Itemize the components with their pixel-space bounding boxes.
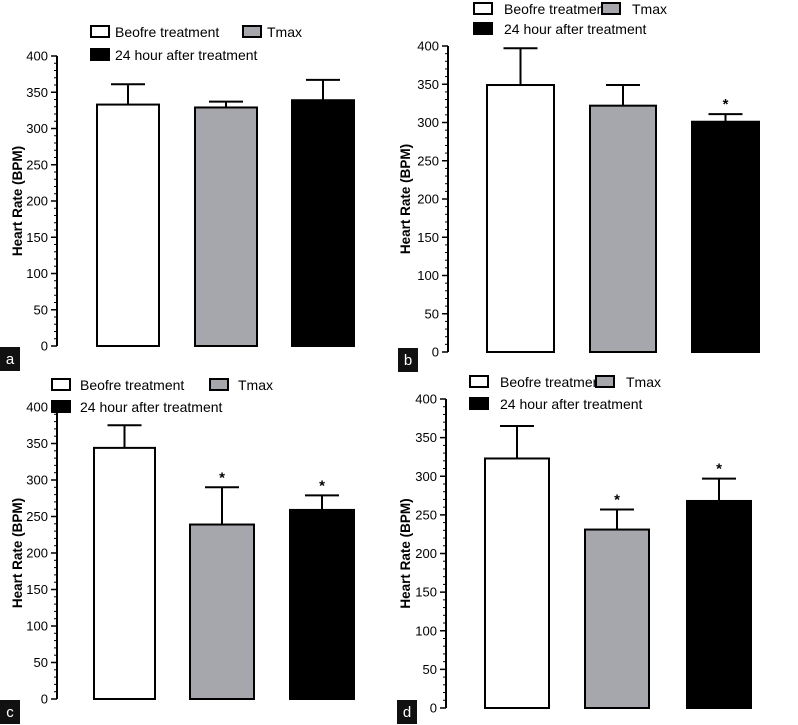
chart-c-legend-label: Tmax xyxy=(238,377,273,393)
chart-c-legend-label: Beofre treatment xyxy=(80,377,184,393)
chart-c-bar xyxy=(93,446,156,700)
chart-a-legend-swatch xyxy=(90,48,110,61)
chart-d-legend-label: 24 hour after treatment xyxy=(500,396,643,412)
chart-b-bar xyxy=(486,84,555,353)
chart-c-y-axis-label: Heart Rate (BPM) xyxy=(10,498,25,608)
chart-a-y-tick-label: 200 xyxy=(26,194,48,209)
chart-c-legend-swatch xyxy=(51,378,71,391)
chart-d-y-tick-label: 400 xyxy=(415,392,437,407)
chart-c-y-tick-label: 350 xyxy=(26,436,48,451)
chart-a-bar xyxy=(291,99,355,347)
chart-a-y-tick-label: 250 xyxy=(26,157,48,172)
chart-a-bar xyxy=(96,103,160,347)
chart-c-y-tick-label: 200 xyxy=(26,546,48,561)
chart-d-bar xyxy=(584,528,650,709)
chart-d-legend-swatch xyxy=(469,397,489,410)
chart-b-y-tick-label: 0 xyxy=(432,345,439,360)
chart-c-panel-letter-badge xyxy=(0,700,20,724)
chart-b-bar xyxy=(691,120,760,353)
chart-a-legend-swatch xyxy=(90,25,110,38)
chart-c-y-tick-label: 50 xyxy=(34,655,48,670)
chart-a-legend-swatch xyxy=(242,25,262,38)
chart-d-legend-label: Beofre treatment xyxy=(500,374,604,390)
chart-c-significance-mark: * xyxy=(219,469,225,486)
chart-d-significance-mark: * xyxy=(716,461,722,478)
chart-a-y-tick-label: 0 xyxy=(41,339,48,354)
chart-d-legend-swatch xyxy=(595,375,615,388)
chart-d-significance-mark: * xyxy=(614,491,620,508)
chart-b-significance-mark: * xyxy=(723,96,729,113)
chart-b-y-tick-label: 200 xyxy=(417,192,439,207)
chart-b-y-tick-label: 300 xyxy=(417,115,439,130)
chart-b-y-tick-label: 100 xyxy=(417,268,439,283)
chart-b-legend-label: 24 hour after treatment xyxy=(504,21,647,37)
chart-a-y-tick-label: 350 xyxy=(26,85,48,100)
chart-d-bar xyxy=(686,499,752,709)
chart-a-y-tick-label: 400 xyxy=(26,49,48,64)
chart-d-panel: 0 50 100 150 200 250 300 350 400 Heart Rate (BPM)… xyxy=(397,374,752,724)
chart-d-panel-letter: d xyxy=(403,704,411,721)
chart-a-legend-label: 24 hour after treatment xyxy=(115,47,258,63)
chart-a-y-tick-label: 150 xyxy=(26,230,48,245)
chart-b-legend-swatch xyxy=(473,22,493,35)
chart-d-y-tick-label: 150 xyxy=(415,585,437,600)
chart-b-y-tick-label: 250 xyxy=(417,153,439,168)
chart-d-panel-letter-badge xyxy=(397,700,417,724)
chart-d-y-tick-label: 100 xyxy=(415,623,437,638)
chart-b-panel: 0 50 100 150 200 250 300 350 400 Heart Rate (BPM)… xyxy=(398,1,760,372)
chart-c-y-tick-label: 100 xyxy=(26,619,48,634)
chart-a-legend-label: Beofre treatment xyxy=(115,24,219,40)
chart-c-panel: 0 50 100 150 200 250 300 350 400 Heart Rate (BPM)… xyxy=(0,377,355,724)
chart-b-legend-label: Beofre treatment xyxy=(504,1,608,17)
chart-b-bar xyxy=(589,104,657,353)
chart-c-significance-mark: * xyxy=(319,477,325,494)
chart-c-legend-label: 24 hour after treatment xyxy=(80,399,223,415)
chart-d-legend-swatch xyxy=(469,375,489,388)
chart-b-panel-letter-badge xyxy=(398,348,418,372)
chart-a-bar xyxy=(194,106,258,347)
chart-c-y-tick-label: 250 xyxy=(26,509,48,524)
chart-d-y-tick-label: 250 xyxy=(415,507,437,522)
chart-b-y-tick-label: 350 xyxy=(417,77,439,92)
chart-b-legend-swatch xyxy=(473,2,493,15)
chart-d-y-axis-label: Heart Rate (BPM) xyxy=(398,498,413,608)
chart-d-y-tick-label: 200 xyxy=(415,546,437,561)
chart-c-y-tick-label: 300 xyxy=(26,473,48,488)
chart-a-panel: 0 50 100 150 200 250 300 350 400 Heart Rate (BPM)… xyxy=(0,24,355,371)
chart-c-legend-swatch xyxy=(209,378,229,391)
chart-c-y-tick-label: 0 xyxy=(41,692,48,707)
chart-b-legend-label: Tmax xyxy=(632,1,667,17)
chart-a-legend-label: Tmax xyxy=(267,24,302,40)
chart-d-y-tick-label: 50 xyxy=(423,662,437,677)
chart-a-y-tick-label: 100 xyxy=(26,266,48,281)
chart-a-y-tick-label: 300 xyxy=(26,121,48,136)
chart-d-y-tick-label: 300 xyxy=(415,469,437,484)
chart-d-bar xyxy=(484,457,550,710)
chart-b-y-tick-label: 400 xyxy=(417,39,439,54)
chart-a-panel-letter-badge xyxy=(0,347,20,371)
chart-a-y-axis-label: Heart Rate (BPM) xyxy=(10,146,25,256)
chart-b-y-tick-label: 150 xyxy=(417,230,439,245)
chart-a-y-tick-label: 50 xyxy=(34,302,48,317)
chart-b-y-tick-label: 50 xyxy=(425,306,439,321)
chart-b-y-axis-label: Heart Rate (BPM) xyxy=(398,144,413,254)
chart-a-panel-letter: a xyxy=(6,351,15,368)
chart-d-y-tick-label: 0 xyxy=(430,701,437,716)
chart-c-y-tick-label: 400 xyxy=(26,400,48,415)
chart-c-bar xyxy=(189,523,255,701)
chart-c-panel-letter: c xyxy=(6,704,14,721)
chart-b-panel-letter: b xyxy=(404,352,412,369)
chart-c-y-tick-label: 150 xyxy=(26,582,48,597)
chart-c-bar xyxy=(289,508,355,700)
chart-b-legend-swatch xyxy=(601,2,621,15)
chart-d-legend-label: Tmax xyxy=(626,374,661,390)
chart-c-legend-swatch xyxy=(51,400,71,413)
chart-d-y-tick-label: 350 xyxy=(415,430,437,445)
